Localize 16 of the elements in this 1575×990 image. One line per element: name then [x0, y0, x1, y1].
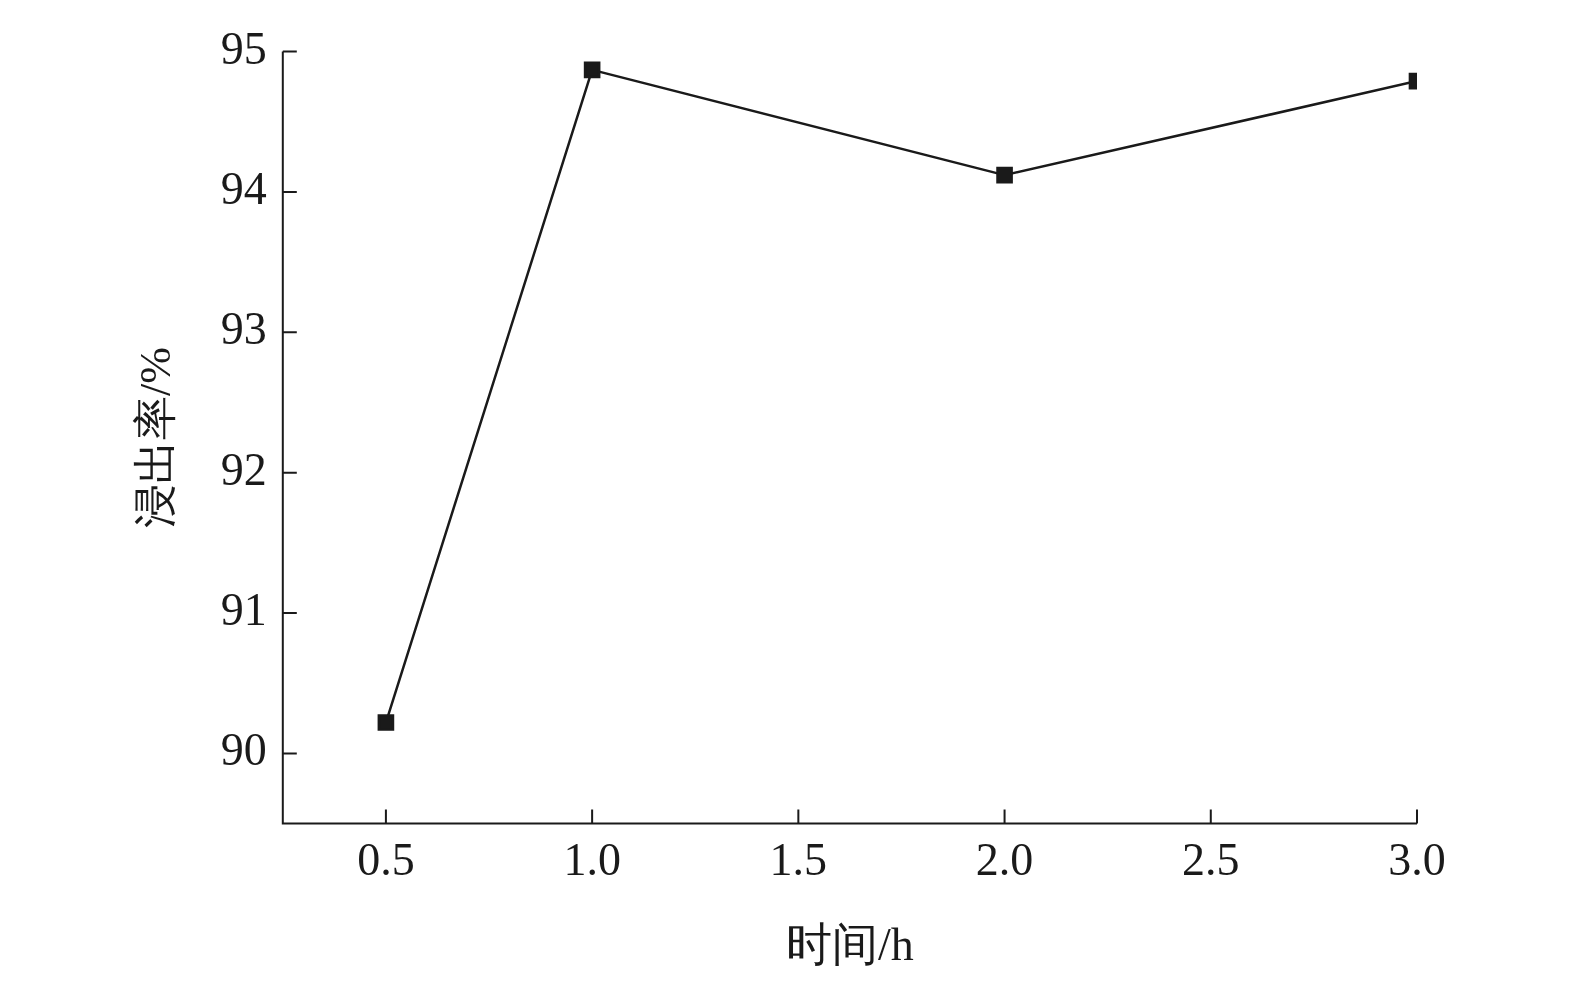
y-tick-label: 90 — [220, 724, 267, 776]
x-tick-label: 3.0 — [1388, 834, 1446, 886]
y-tick-label: 95 — [220, 22, 267, 74]
x-tick-label: 1.0 — [563, 834, 621, 886]
x-axis-title: 时间/h — [786, 919, 914, 971]
x-tick-label: 2.5 — [1182, 834, 1240, 886]
y-axis-title: 浸出率/% — [130, 347, 180, 529]
x-tick-label: 1.5 — [769, 834, 828, 886]
x-tick-label: 0.5 — [357, 834, 415, 886]
point — [377, 714, 395, 731]
point — [583, 61, 601, 79]
x-tick-label: 2.0 — [975, 834, 1034, 886]
y-tick-label: 92 — [220, 443, 267, 495]
y-tick-label: 93 — [220, 303, 267, 355]
y-tick-label: 91 — [220, 584, 267, 636]
y-tick-label: 94 — [220, 163, 267, 215]
